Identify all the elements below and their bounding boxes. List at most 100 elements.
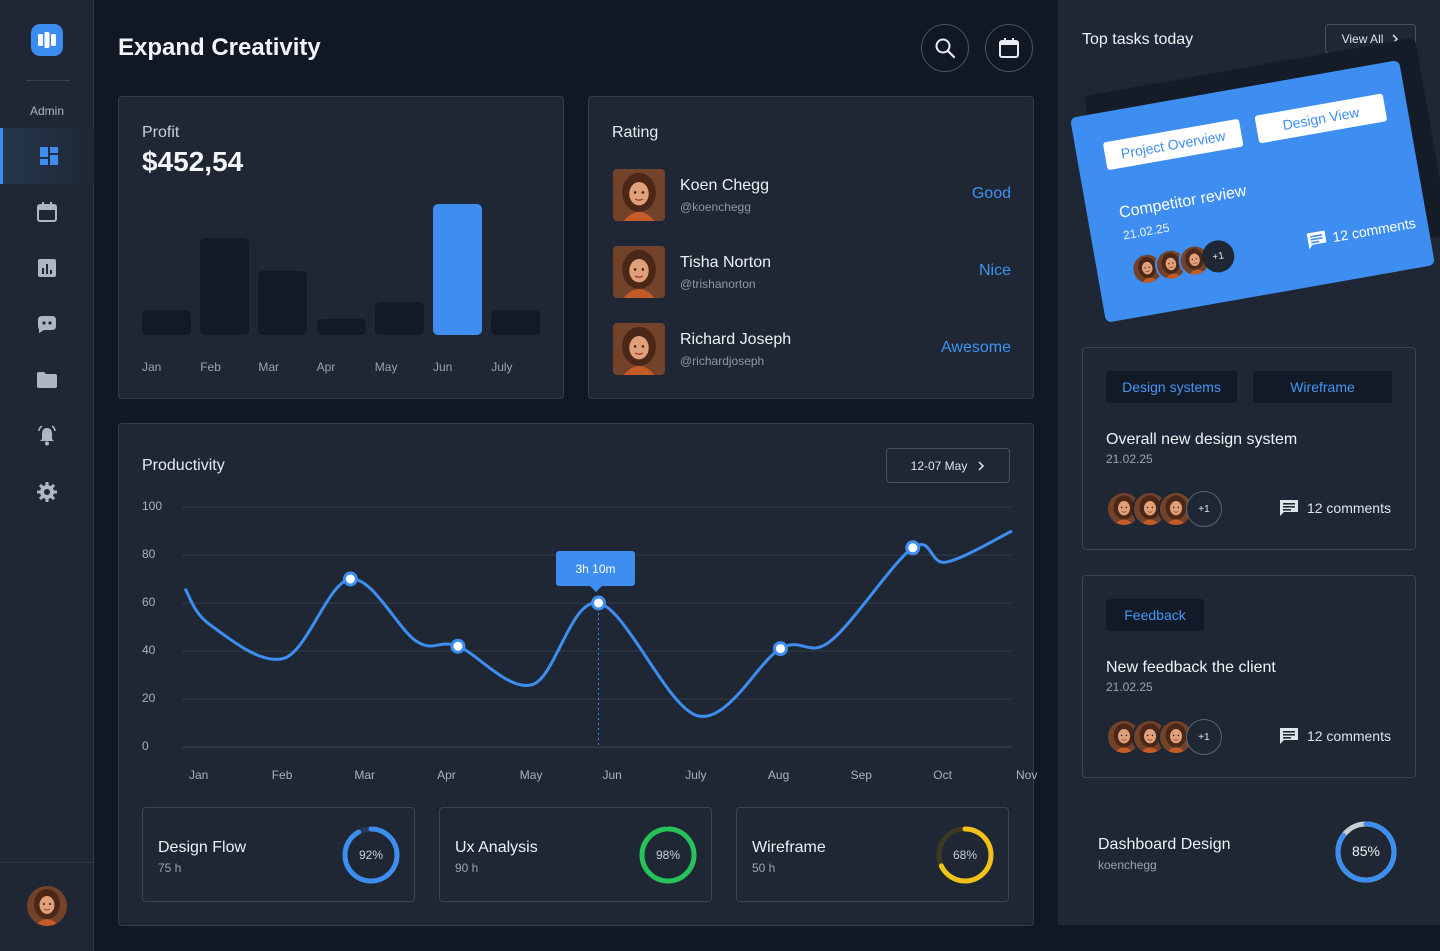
- progress-ring: 98%: [639, 826, 697, 884]
- more-avatars-badge[interactable]: +1: [1186, 719, 1222, 755]
- calendar-button[interactable]: [985, 24, 1033, 72]
- stat-title: Wireframe: [752, 839, 826, 856]
- x-tick-label: Aug: [767, 768, 790, 782]
- sidebar-item-notifications[interactable]: [0, 408, 94, 464]
- task-card[interactable]: Feedback New feedback the client 21.02.2…: [1082, 575, 1416, 778]
- app-logo[interactable]: [31, 24, 63, 56]
- task-title: Overall new design system: [1106, 431, 1298, 448]
- stat-card[interactable]: Design Flow 75 h 92%: [142, 807, 415, 902]
- data-point: [905, 540, 921, 556]
- x-tick-label: Apr: [437, 768, 456, 782]
- y-tick-label: 20: [142, 691, 156, 705]
- y-tick-label: 100: [142, 499, 163, 513]
- sidebar-item-chat[interactable]: [0, 296, 94, 352]
- stat-hours: 50 h: [752, 861, 776, 875]
- profit-card: [118, 96, 564, 399]
- progress-ring: 68%: [936, 826, 994, 884]
- rating-row[interactable]: Tisha Norton @trishanorton Nice: [613, 246, 1011, 298]
- comments-count: 12 comments: [1331, 214, 1417, 246]
- stat-hours: 90 h: [455, 861, 479, 875]
- chart-tooltip: 3h 10m: [556, 551, 635, 592]
- profit-bar[interactable]: [374, 302, 424, 335]
- rating-name: Tisha Norton: [680, 254, 771, 271]
- ring-progress-arc: [1335, 821, 1397, 883]
- profit-x-label: May: [374, 360, 398, 374]
- comment-icon: [1279, 500, 1298, 516]
- comment-icon: [1306, 230, 1327, 250]
- x-tick-label: Feb: [271, 768, 293, 782]
- task-chip[interactable]: Design systems: [1106, 371, 1237, 403]
- rating-row[interactable]: Richard Joseph @richardjoseph Awesome: [613, 323, 1011, 375]
- ring-percent-label: 92%: [359, 848, 383, 862]
- sidebar-divider: [26, 80, 70, 81]
- stat-card[interactable]: Ux Analysis 90 h 98%: [439, 807, 712, 902]
- profit-bar[interactable]: [142, 310, 191, 335]
- ring-progress-arc: [639, 826, 697, 884]
- dashboard-design-title: Dashboard Design: [1098, 836, 1231, 853]
- rating-handle: @richardjoseph: [680, 354, 765, 368]
- notification-bell-icon: [38, 425, 56, 446]
- y-tick-label: 60: [142, 595, 156, 609]
- data-point: [772, 641, 788, 657]
- comments-link[interactable]: 12 comments: [1306, 214, 1418, 251]
- sidebar-role-label: Admin: [29, 104, 64, 118]
- task-title: Competitor review: [1117, 182, 1248, 222]
- calendar-icon: [999, 38, 1019, 58]
- sidebar-item-calendar[interactable]: [0, 184, 94, 240]
- data-point: [591, 595, 606, 611]
- ring-progress-arc: [342, 826, 400, 884]
- search-button[interactable]: [921, 24, 969, 72]
- sidebar-item-folder[interactable]: [0, 352, 94, 408]
- x-tick-label: Mar: [354, 768, 376, 782]
- dashboard-icon: [39, 147, 58, 165]
- task-chip[interactable]: Design View: [1254, 93, 1388, 144]
- chevron-right-icon: [978, 460, 985, 471]
- stat-title: Design Flow: [158, 839, 247, 856]
- sidebar-item-analytics[interactable]: [0, 240, 94, 296]
- rating-tag: Nice: [978, 262, 1011, 279]
- stat-card[interactable]: Wireframe 50 h 68%: [736, 807, 1009, 902]
- comments-count: 12 comments: [1306, 728, 1391, 744]
- date-range-label: 12-07 May: [910, 458, 968, 473]
- x-tick-label: Nov: [1016, 768, 1038, 782]
- profit-bar[interactable]: [200, 238, 250, 335]
- profit-x-label: Jun: [433, 360, 453, 374]
- more-avatars-badge[interactable]: +1: [1186, 491, 1222, 527]
- ring-percent-label: 98%: [656, 848, 680, 862]
- data-point: [450, 638, 466, 654]
- rating-title: Rating: [612, 124, 659, 141]
- ring-percent-label: 68%: [953, 848, 977, 862]
- featured-task-card[interactable]: Project Overview Design View Competitor …: [1070, 60, 1436, 323]
- sidebar-item-settings[interactable]: [0, 464, 94, 520]
- view-all-label: View All: [1341, 32, 1384, 46]
- avatar-group: +1: [1106, 491, 1226, 527]
- date-range-button[interactable]: 12-07 May: [886, 448, 1010, 483]
- rating-name: Koen Chegg: [680, 177, 769, 194]
- task-title: New feedback the client: [1106, 659, 1276, 676]
- profit-bar[interactable]: [433, 204, 482, 335]
- rating-card: Rating Koen Chegg @koenchegg Good Tisha …: [588, 96, 1034, 399]
- sidebar: Admin: [0, 0, 94, 951]
- comments-link[interactable]: 12 comments: [1279, 499, 1391, 517]
- profit-x-label: Jan: [142, 360, 162, 374]
- profit-bar[interactable]: [316, 319, 366, 335]
- comments-link[interactable]: 12 comments: [1279, 727, 1391, 745]
- rating-tag: Good: [971, 185, 1011, 202]
- productivity-title: Productivity: [142, 457, 225, 474]
- comments-count: 12 comments: [1306, 500, 1391, 516]
- rating-handle: @trishanorton: [680, 277, 756, 291]
- profit-bar[interactable]: [258, 270, 308, 335]
- rating-row[interactable]: Koen Chegg @koenchegg Good: [613, 169, 1011, 221]
- profit-bar[interactable]: [491, 310, 541, 335]
- task-chip[interactable]: Wireframe: [1253, 371, 1392, 403]
- avatar-group: +1: [1128, 235, 1253, 288]
- sidebar-item-dashboard[interactable]: [0, 128, 94, 184]
- task-chip[interactable]: Feedback: [1106, 599, 1204, 631]
- stat-hours: 75 h: [158, 861, 182, 875]
- logo-icon: [38, 32, 56, 48]
- rating-name: Richard Joseph: [680, 331, 792, 348]
- task-card[interactable]: Design systems Wireframe Overall new des…: [1082, 347, 1416, 550]
- y-tick-label: 40: [142, 643, 156, 657]
- profit-x-label: Mar: [258, 360, 280, 374]
- task-chip[interactable]: Project Overview: [1102, 118, 1244, 171]
